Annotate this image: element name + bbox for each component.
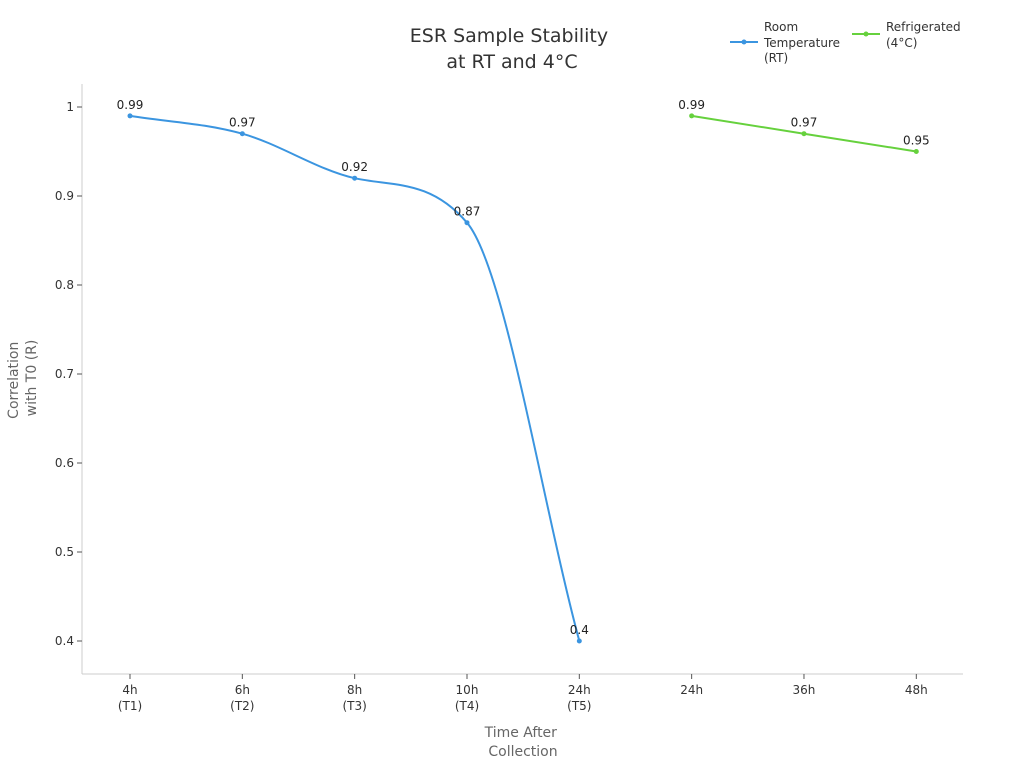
data-label: 0.97: [229, 116, 256, 130]
x-tick-label-line: (T5): [567, 699, 591, 713]
data-point[interactable]: [239, 131, 245, 137]
x-tick-label-line: 36h: [793, 683, 816, 697]
legend-label-refrigerated: Refrigerated (4°C): [886, 20, 965, 50]
data-point[interactable]: [576, 638, 582, 644]
series-0: 0.99 0.97 0.92 0.87 0.4: [117, 98, 589, 644]
data-label: 0.92: [341, 160, 368, 174]
x-tick-label: 48h: [905, 683, 928, 697]
data-label: 0.4: [570, 623, 589, 637]
chart-title: ESR Sample Stability at RT and 4°C: [410, 25, 614, 73]
legend: Room Temperature (RT) Refrigerated (4°C): [730, 20, 965, 65]
x-tick-label: 24h: [680, 683, 703, 697]
legend-label-room-temperature-line-3: (RT): [764, 51, 788, 65]
x-axis-title-line-1: Time After: [484, 725, 558, 741]
data-point[interactable]: [464, 220, 470, 226]
y-tick-label: 0.6: [55, 456, 74, 470]
legend-item-room-temperature[interactable]: Room Temperature (RT): [730, 20, 844, 65]
y-axis-title-line-2: with T0 (R): [24, 340, 40, 417]
legend-label-refrigerated-line-1: Refrigerated: [886, 20, 961, 34]
x-tick-label-line: (T2): [230, 699, 254, 713]
legend-marker-room-temperature: [741, 39, 747, 45]
y-tick-label: 1: [66, 100, 74, 114]
y-axis-title: Correlation with T0 (R): [6, 337, 40, 419]
data-point[interactable]: [127, 113, 133, 119]
x-tick-label-line: 24h: [568, 683, 591, 697]
data-label: 0.99: [117, 98, 144, 112]
legend-label-refrigerated-line-2: (4°C): [886, 36, 917, 50]
y-tick-label: 0.8: [55, 278, 74, 292]
x-tick-label-line: 6h: [235, 683, 250, 697]
x-tick-label-line: (T3): [342, 699, 366, 713]
y-axis-ticks: 0.4 0.5 0.6 0.7 0.8 0.9 1: [55, 100, 82, 648]
x-tick-label-line: 10h: [456, 683, 479, 697]
x-tick-label-line: 24h: [680, 683, 703, 697]
data-point[interactable]: [801, 131, 807, 137]
data-label: 0.99: [678, 98, 705, 112]
data-label: 0.87: [454, 205, 481, 219]
x-axis-title: Time After Collection: [484, 725, 562, 760]
y-tick-label: 0.7: [55, 367, 74, 381]
y-tick-label: 0.5: [55, 545, 74, 559]
data-label: 0.95: [903, 134, 930, 148]
data-point[interactable]: [352, 175, 358, 181]
x-tick-label-line: 48h: [905, 683, 928, 697]
x-tick-label: 8h (T3): [342, 683, 366, 713]
x-tick-label: 6h (T2): [230, 683, 254, 713]
x-tick-label-line: 4h: [122, 683, 137, 697]
legend-marker-refrigerated: [863, 31, 869, 37]
series-layer: 0.99 0.97 0.92 0.87 0.4 0.99 0.97 0.95: [117, 98, 930, 644]
x-axis-title-line-2: Collection: [488, 744, 557, 760]
series-1: 0.99 0.97 0.95: [678, 98, 930, 154]
y-tick-label: 0.4: [55, 634, 74, 648]
x-axis-ticks: 4h (T1) 6h (T2) 8h (T3) 10h (T4) 24h (T5) 24h 36h 48…: [118, 674, 928, 713]
data-label: 0.97: [791, 116, 818, 130]
x-tick-label: 10h (T4): [455, 683, 479, 713]
x-tick-label-line: (T1): [118, 699, 142, 713]
x-tick-label-line: 8h: [347, 683, 362, 697]
legend-label-room-temperature-line-2: Temperature: [763, 36, 840, 50]
data-point[interactable]: [689, 113, 695, 119]
chart-title-line-2: at RT and 4°C: [446, 51, 577, 73]
x-tick-label-line: (T4): [455, 699, 479, 713]
legend-label-room-temperature: Room Temperature (RT): [763, 20, 844, 65]
legend-item-refrigerated[interactable]: Refrigerated (4°C): [852, 20, 965, 50]
y-axis-title-line-1: Correlation: [6, 342, 22, 419]
x-tick-label: 24h (T5): [567, 683, 591, 713]
chart-title-line-1: ESR Sample Stability: [410, 25, 608, 47]
data-point[interactable]: [913, 149, 919, 154]
y-tick-label: 0.9: [55, 189, 74, 203]
legend-label-room-temperature-line-1: Room: [764, 20, 798, 34]
x-tick-label: 4h (T1): [118, 683, 142, 713]
series-line-0: [129, 114, 581, 642]
x-tick-label: 36h: [793, 683, 816, 697]
